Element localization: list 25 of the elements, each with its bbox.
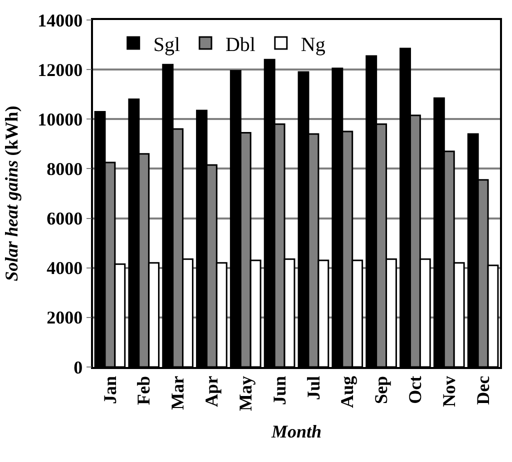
x-tick-label: Aug [337, 376, 358, 408]
legend-label: Dbl [225, 34, 256, 56]
x-tick-label: Oct [405, 376, 426, 404]
x-tick-label: May [235, 376, 256, 411]
x-tick-label: Jan [100, 376, 120, 404]
y-tick-label: 6000 [46, 208, 83, 229]
x-tick-label: Jul [303, 376, 324, 400]
legend-label: Ng [300, 34, 326, 56]
y-axis-title: Solar heat gains (kWh) [1, 106, 22, 282]
x-tick-label: Feb [134, 376, 154, 405]
y-tick-label: 8000 [46, 159, 83, 180]
y-tick-label: 4000 [46, 258, 83, 278]
x-tick-label: Jun [269, 376, 290, 405]
x-tick-label: Nov [438, 376, 459, 407]
y-tick-label: 12000 [38, 60, 83, 80]
y-tick-label: 14000 [38, 10, 83, 30]
x-axis-title: Month [270, 422, 322, 442]
y-tick-label: 0 [74, 357, 83, 378]
x-tick-label: Mar [168, 376, 188, 410]
x-tick-label: Dec [472, 376, 493, 405]
x-tick-label: Sep [371, 376, 392, 404]
x-tick-label: Apr [202, 376, 222, 407]
y-tick-label: 2000 [46, 308, 83, 328]
legend-label: Sgl [153, 34, 180, 56]
y-tick-label: 10000 [38, 109, 83, 130]
